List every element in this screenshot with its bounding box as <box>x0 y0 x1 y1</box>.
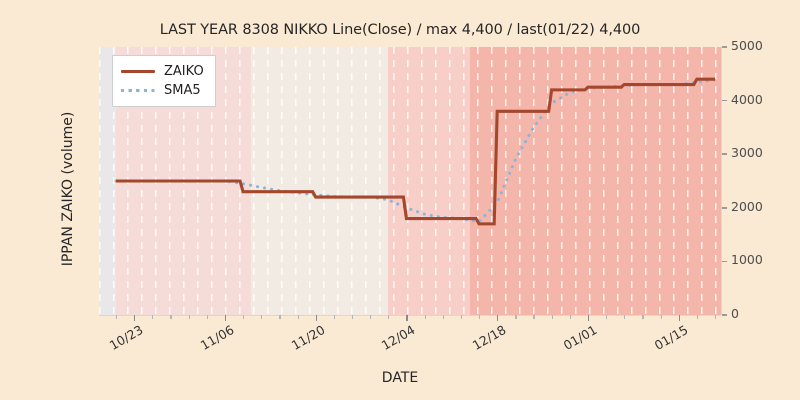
x-tick-label: 11/20 <box>288 322 328 354</box>
x-tick-minor <box>261 315 263 319</box>
x-tick-major <box>497 315 499 321</box>
x-tick-minor <box>606 315 608 319</box>
x-tick-major <box>224 315 227 321</box>
x-tick-minor <box>442 315 444 319</box>
x-tick-minor <box>569 315 571 319</box>
x-tick-minor <box>116 315 118 319</box>
y-axis-title: IPPAN ZAIKO (volume) <box>60 111 76 267</box>
x-tick-minor <box>188 315 190 319</box>
x-tick-minor <box>715 315 717 319</box>
y-tick-label: 0 <box>731 306 739 321</box>
x-tick-minor <box>170 315 172 319</box>
x-tick-major <box>315 315 317 321</box>
x-axis-line <box>99 314 721 316</box>
y-tick-mark <box>722 99 727 102</box>
x-tick-label: 01/15 <box>651 322 691 354</box>
chart-legend: ZAIKO SMA5 <box>112 55 216 107</box>
y-tick-mark <box>722 207 727 209</box>
x-tick-minor <box>351 315 354 319</box>
x-tick-minor <box>515 315 517 319</box>
y-tick-label: 5000 <box>731 38 763 53</box>
legend-swatch-sma5 <box>121 85 155 97</box>
x-tick-minor <box>424 315 426 319</box>
plot-area: ZAIKO SMA5 <box>99 47 721 315</box>
x-tick-minor <box>388 315 390 319</box>
legend-swatch-zaiko <box>121 66 155 78</box>
y-tick-mark <box>722 314 727 316</box>
y-tick-mark <box>722 260 727 263</box>
series-line-zaiko <box>116 77 715 226</box>
legend-entry-sma5: SMA5 <box>121 81 204 100</box>
x-tick-label: 10/23 <box>106 322 146 354</box>
x-tick-minor <box>551 315 553 319</box>
x-tick-label: 12/04 <box>379 322 418 354</box>
x-tick-minor <box>660 315 662 319</box>
y-axis-line <box>721 47 723 315</box>
y-tick-label: 2000 <box>731 198 763 214</box>
x-tick-label: 12/18 <box>469 322 509 354</box>
legend-label-sma5: SMA5 <box>164 83 201 98</box>
y-tick-mark <box>722 153 727 155</box>
x-tick-major <box>134 315 136 321</box>
series-layer <box>114 77 717 226</box>
x-tick-major <box>587 315 590 321</box>
x-tick-minor <box>642 315 644 319</box>
x-tick-label: 11/06 <box>197 322 237 354</box>
x-tick-minor <box>152 315 154 319</box>
x-tick-minor <box>297 315 299 319</box>
y-tick-label: 1000 <box>731 252 763 268</box>
x-tick-minor <box>479 315 481 319</box>
x-tick-minor <box>206 315 208 319</box>
x-tick-major <box>406 315 408 321</box>
legend-entry-zaiko: ZAIKO <box>121 62 204 81</box>
chart-title: LAST YEAR 8308 NIKKO Line(Close) / max 4… <box>159 22 641 38</box>
y-tick-label: 3000 <box>731 145 763 161</box>
x-tick-minor <box>370 315 372 319</box>
x-tick-minor <box>333 315 335 319</box>
x-axis-title: DATE <box>381 370 419 386</box>
x-tick-minor <box>279 315 281 319</box>
x-tick-minor <box>533 315 535 319</box>
x-tick-major <box>678 315 680 321</box>
x-tick-minor <box>460 315 463 319</box>
x-tick-minor <box>696 315 699 319</box>
y-tick-label: 4000 <box>731 91 763 107</box>
x-tick-label: 01/01 <box>560 322 600 354</box>
x-tick-minor <box>624 315 626 319</box>
y-tick-mark <box>722 46 727 48</box>
legend-label-zaiko: ZAIKO <box>164 64 204 79</box>
x-tick-minor <box>243 315 245 319</box>
